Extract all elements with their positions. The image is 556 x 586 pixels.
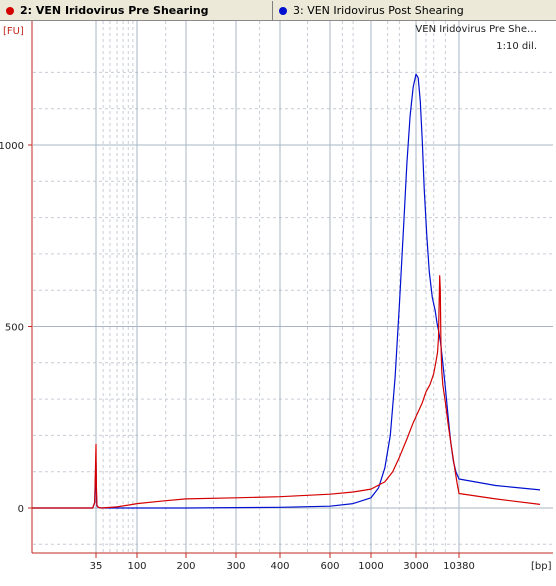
- y-tick-label: 0: [18, 504, 24, 515]
- tab-label-pre-shearing: 2: VEN Iridovirus Pre Shearing: [20, 4, 209, 17]
- grid: [33, 21, 553, 553]
- x-tick-label: 400: [270, 561, 289, 572]
- x-tick-label: 600: [320, 561, 339, 572]
- x-tick-label: 1000: [358, 561, 383, 572]
- series-line-post-shearing: [32, 73, 541, 509]
- y-tick-label: 1000: [0, 141, 24, 152]
- x-tick-label: 300: [226, 561, 245, 572]
- blue-dot-icon: [279, 6, 287, 15]
- tab-bar: 2: VEN Iridovirus Pre Shearing 3: VEN Ir…: [0, 0, 556, 21]
- electropherogram-chart: [FU] [bp] VEN Iridovirus Pre She… 1:10 d…: [0, 21, 553, 572]
- x-axis-unit: [bp]: [531, 561, 552, 572]
- tab-pre-shearing[interactable]: 2: VEN Iridovirus Pre Shearing: [6, 0, 209, 21]
- x-tick-label: 35: [90, 561, 103, 572]
- y-axis-unit: [FU]: [3, 26, 24, 37]
- axes: [31, 21, 553, 554]
- x-tick-label: 10380: [443, 561, 475, 572]
- tab-label-post-shearing: 3: VEN Iridovirus Post Shearing: [293, 4, 464, 17]
- annotation-sample-name: VEN Iridovirus Pre She…: [415, 24, 537, 35]
- x-tick-label: 100: [127, 561, 146, 572]
- red-dot-icon: [6, 6, 14, 15]
- tab-divider: [272, 1, 273, 20]
- y-tick-label: 500: [5, 323, 24, 334]
- annotation-dilution: 1:10 dil.: [496, 41, 537, 52]
- series-line-pre-shearing: [32, 275, 541, 509]
- series-layer: [32, 73, 541, 509]
- tab-post-shearing[interactable]: 3: VEN Iridovirus Post Shearing: [279, 0, 464, 21]
- x-tick-label: 3000: [403, 561, 428, 572]
- x-tick-label: 200: [176, 561, 195, 572]
